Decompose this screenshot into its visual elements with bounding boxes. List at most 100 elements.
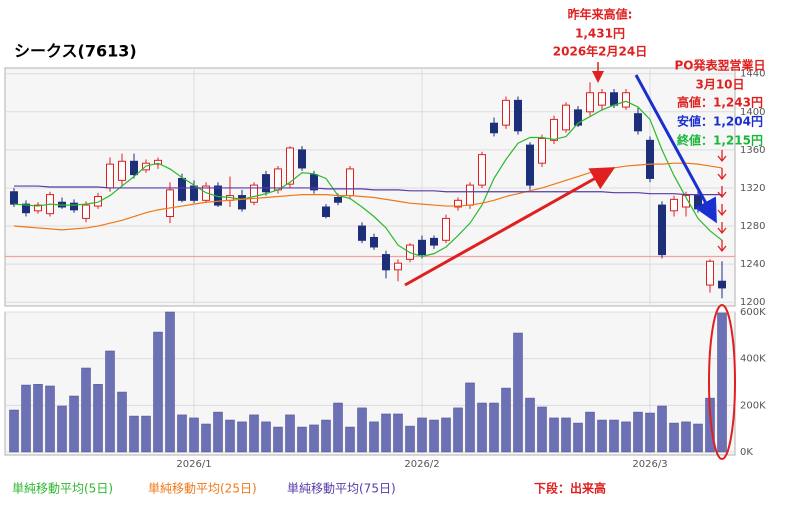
pointer-arrow [717,168,727,181]
pointer-arrow [717,222,727,235]
volume-bar [129,415,139,453]
annotation: 2026年2月24日 [553,44,647,59]
candle-body [262,174,270,193]
volume-bar [465,382,475,453]
candle-body [166,189,174,218]
y2-tick-label: 400K [740,354,766,365]
annotation: 1,431円 [575,27,625,41]
candle-body [502,99,510,126]
candle-body [418,239,426,256]
candle-body [286,147,294,185]
candle-body [190,185,198,201]
annotation: 昨年来高値: [568,7,633,22]
volume-bar [393,413,403,453]
volume-bar [501,387,511,453]
candle-body [250,184,258,203]
candle-body [370,236,378,248]
volume-bar [453,407,463,453]
ma-line [14,185,722,196]
candle-body [562,104,570,131]
candle-body [550,118,558,141]
candle-body [526,144,534,186]
annotation: 安値：1,204円 [677,114,763,129]
candle-body [394,262,402,271]
candle-body [646,139,654,179]
volume-bar [477,402,487,453]
candle-body [478,154,486,186]
volume-bar [381,413,391,453]
volume-bar [33,384,43,453]
volume-bar [57,405,67,453]
volume-bar [165,311,175,453]
volume-bar [441,417,451,453]
volume-bar [45,385,55,453]
candle-body [118,160,126,181]
volume-bar [273,426,283,453]
candle-body [454,199,462,208]
candle-body [598,92,606,106]
legend-entry: 単純移動平均(5日) [12,482,113,496]
y-tick-label: 1400 [740,107,765,118]
pointer-arrow [717,186,727,199]
volume-bar [345,426,355,453]
candle-body [178,177,186,201]
candle-body [670,198,678,212]
candle-body [694,195,702,210]
volume-bar [549,417,559,453]
candle-body [382,254,390,271]
volume-bar [405,425,415,453]
candle-body [130,160,138,176]
annotation: 3月10日 [695,78,744,92]
volume-bar [297,426,307,453]
annotation: PO発表翌営業日 [675,58,766,73]
candle-body [154,159,162,165]
y-tick-label: 1440 [740,69,765,80]
y-tick-label: 1240 [740,259,765,270]
candle-body [298,149,306,169]
volume-bar [357,407,367,453]
volume-bar [153,331,163,453]
chart-title: シークス(7613) [14,42,137,61]
y-tick-label: 1200 [740,297,765,308]
candle-body [586,92,594,113]
legend-entry: 単純移動平均(75日) [287,482,396,496]
volume-bar [429,419,439,453]
volume-bar [141,415,151,453]
volume-bar [573,422,583,453]
volume-bar [201,423,211,453]
candle-body [34,204,42,212]
x-tick-label: 2026/3 [632,459,667,470]
trend-arrow [404,167,616,287]
candle-body [466,184,474,206]
y-tick-label: 1360 [740,145,765,156]
candle-body [334,196,342,203]
volume-bar [21,384,31,453]
volume-bar [609,419,619,453]
volume-bar [537,406,547,453]
volume-bar [669,422,679,453]
volume-bar [513,332,523,453]
y2-tick-label: 200K [740,400,766,411]
x-tick-label: 2026/1 [176,459,211,470]
candle-body [610,92,618,106]
candle-body [22,203,30,214]
plot-layer: 1200 1240 1280 1320 1360 1400 1440 0K 200K 400K 60… [5,68,766,496]
volume-bar [177,414,187,453]
volume-bar [309,424,319,453]
ma-line [13,100,723,258]
volume-bar [693,423,703,453]
volume-bar [621,421,631,453]
candle-body [634,113,642,132]
x-tick-label: 2026/2 [404,459,439,470]
y-tick-label: 1320 [740,183,765,194]
candle-body [538,137,546,164]
candle-body [718,280,726,289]
candle-body [274,168,282,191]
candle-body [514,99,522,132]
volume-bar [369,421,379,453]
candle-body [82,204,90,219]
candle-body [442,217,450,241]
volume-bar [225,419,235,453]
volume-bar [261,421,271,453]
